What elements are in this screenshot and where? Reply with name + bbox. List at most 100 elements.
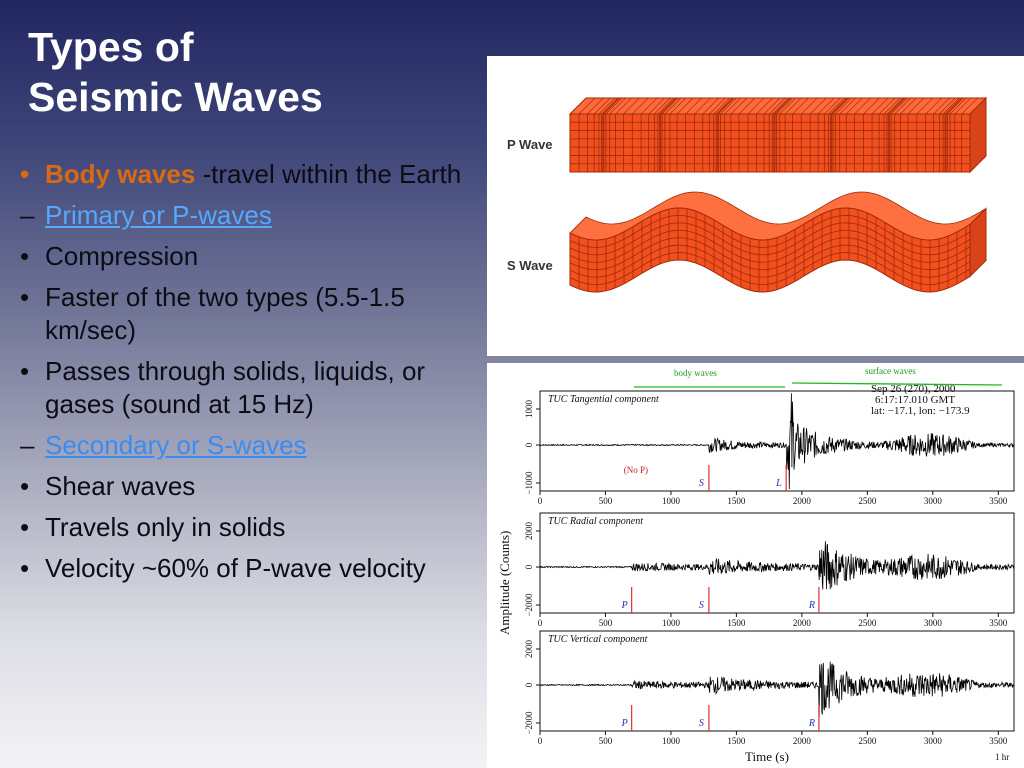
x-tick-label: 500 (599, 618, 613, 628)
event-location: lat: −17.1, lon: −173.9 (871, 405, 970, 417)
seismogram-figure: body waves surface waves Sep 26 (270), 2… (487, 363, 1024, 768)
seismogram-panel: TUC Radial component 2000 0 −2000 0 500 1000 15… (524, 512, 1015, 628)
no-p-note: (No P) (624, 465, 648, 475)
pick-label: R (808, 718, 815, 729)
bullet-marker: • (20, 553, 30, 583)
seismogram-panels: TUC Tangential component 1000 0 −1000 0 500 10… (524, 390, 1015, 746)
y-tick-label: 2000 (524, 522, 534, 541)
bullet-text: -travel within the Earth (195, 159, 462, 189)
panel-title: TUC Radial component (548, 516, 643, 527)
x-tick-label: 500 (599, 736, 613, 746)
pick-label: P (621, 600, 628, 611)
y-tick-label: 0 (524, 564, 534, 569)
bullet-solids-only: • Travels only in solids (20, 511, 480, 544)
y-tick-label: −2000 (524, 711, 534, 735)
bullet-shear-waves: • Shear waves (20, 470, 480, 503)
bullet-marker: • (20, 159, 30, 189)
x-tick-label: 2000 (793, 618, 812, 628)
y-tick-label: −1000 (524, 471, 534, 495)
x-tick-label: 3500 (989, 496, 1008, 506)
bullet-list: • Body waves -travel within the Earth – … (20, 158, 480, 593)
x-tick-label: 3500 (989, 736, 1008, 746)
pick-label: S (699, 718, 704, 729)
waveform-trace (539, 661, 1015, 718)
title-line-1: Types of (28, 24, 194, 70)
surface-waves-label: surface waves (865, 366, 916, 376)
bullet-text: Velocity ~60% of P-wave velocity (45, 553, 426, 583)
bullet-text: Compression (45, 241, 199, 271)
pick-label: R (808, 600, 815, 611)
y-tick-label: 0 (524, 682, 534, 687)
bullet-marker: • (20, 282, 30, 312)
y-tick-label: 1000 (524, 400, 534, 419)
s-wave-block (569, 191, 987, 293)
x-tick-label: 1000 (662, 618, 681, 628)
x-tick-label: 500 (599, 496, 613, 506)
x-tick-label: 3000 (924, 618, 943, 628)
bullet-passes-through: • Passes through solids, liquids, or gas… (20, 355, 480, 421)
waveform-trace (540, 541, 1015, 590)
x-tick-label: 2500 (858, 496, 877, 506)
body-waves-highlight: Body waves (45, 159, 196, 189)
pick-label: L (775, 478, 782, 489)
x-tick-label: 2000 (793, 736, 812, 746)
primary-waves-link[interactable]: Primary or P-waves (45, 200, 272, 230)
bullet-velocity: • Velocity ~60% of P-wave velocity (20, 552, 480, 585)
bullet-marker: • (20, 471, 30, 501)
y-tick-label: 2000 (524, 640, 534, 659)
x-tick-label: 2000 (793, 496, 812, 506)
bullet-marker: • (20, 241, 30, 271)
y-tick-label: −2000 (524, 593, 534, 617)
x-tick-label: 1500 (727, 496, 746, 506)
wave-diagram: P Wave S Wave (507, 96, 988, 293)
x-tick-label: 1500 (727, 736, 746, 746)
y-tick-label: 0 (524, 442, 534, 447)
x-tick-label: 2500 (858, 736, 877, 746)
bullet-secondary-waves[interactable]: – Secondary or S-waves (20, 429, 480, 462)
seismogram-plot: body waves surface waves Sep 26 (270), 2… (497, 366, 1015, 764)
panel-frame (539, 390, 1015, 492)
title-line-2: Seismic Waves (28, 74, 323, 120)
panel-title: TUC Vertical component (548, 634, 648, 645)
dash-marker: – (20, 430, 35, 460)
bullet-faster: • Faster of the two types (5.5-1.5 km/se… (20, 281, 480, 347)
event-date: Sep 26 (270), 2000 (871, 383, 956, 395)
bullet-compression: • Compression (20, 240, 480, 273)
s-wave-label: S Wave (507, 258, 553, 273)
x-tick-label: 0 (538, 618, 543, 628)
slide-title: Types of Seismic Waves (28, 22, 323, 122)
x-tick-label: 3000 (924, 736, 943, 746)
body-waves-label: body waves (674, 368, 717, 378)
y-axis-label: Amplitude (Counts) (497, 531, 512, 635)
seismogram-panel: TUC Vertical component 2000 0 −2000 0 500 1000… (524, 630, 1015, 746)
pick-label: S (699, 600, 704, 611)
bullet-text: Travels only in solids (45, 512, 286, 542)
wave-illustration: P Wave S Wave (487, 56, 1024, 356)
dash-marker: – (20, 200, 35, 230)
x-tick-label: 0 (538, 736, 543, 746)
bullet-marker: • (20, 356, 30, 386)
bullet-primary-waves[interactable]: – Primary or P-waves (20, 199, 480, 232)
bullet-text: Passes through solids, liquids, or gases… (45, 356, 426, 419)
x-tick-label: 3500 (989, 618, 1008, 628)
x-tick-label: 1000 (662, 736, 681, 746)
secondary-waves-link[interactable]: Secondary or S-waves (45, 430, 307, 460)
bullet-body-waves: • Body waves -travel within the Earth (20, 158, 480, 191)
surface-waves-bar (791, 382, 1003, 386)
x-tick-label: 1000 (662, 496, 681, 506)
event-time: 6:17:17.010 GMT (875, 394, 955, 406)
x-tick-label: 3000 (924, 496, 943, 506)
panel-frame (539, 630, 1015, 732)
p-wave-label: P Wave (507, 137, 553, 152)
x-tick-label: 2500 (858, 618, 877, 628)
x-tick-label: 0 (538, 496, 543, 506)
pick-label: P (621, 718, 628, 729)
p-wave-block (568, 96, 988, 174)
scale-note: 1 hr (995, 752, 1009, 762)
x-axis-label: Time (s) (745, 749, 789, 764)
bullet-text: Faster of the two types (5.5-1.5 km/sec) (45, 282, 405, 345)
x-tick-label: 1500 (727, 618, 746, 628)
pick-label: S (699, 478, 704, 489)
seismogram-panel: TUC Tangential component 1000 0 −1000 0 500 10… (524, 390, 1015, 506)
panel-frame (539, 512, 1015, 614)
